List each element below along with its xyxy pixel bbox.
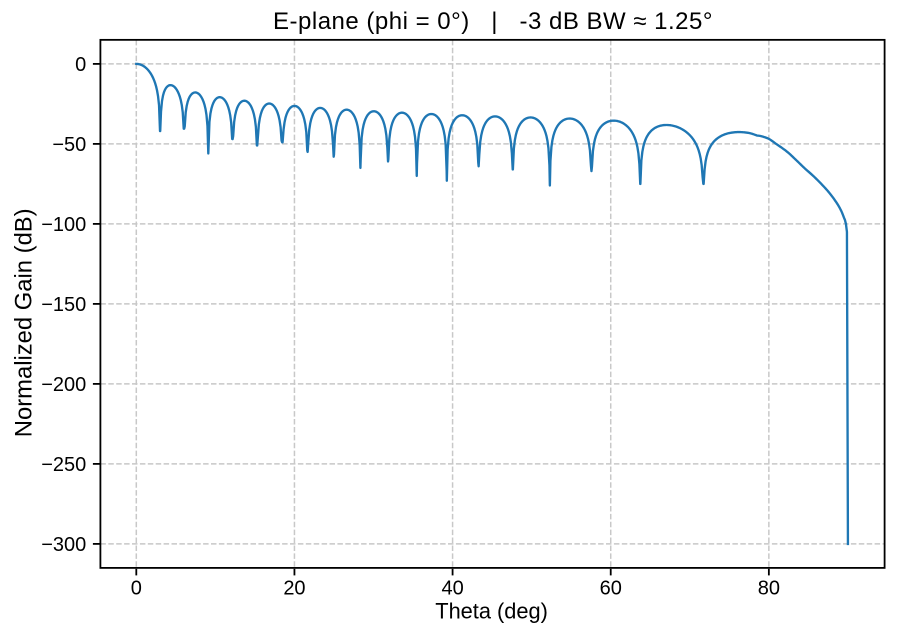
svg-text:E-plane (phi = 0°) | -3 dB: E-plane (phi = 0°) | -3 dB BW ≈ 1.25° (273, 8, 713, 35)
svg-text:20: 20 (283, 578, 305, 600)
svg-text:60: 60 (600, 578, 622, 600)
svg-text:−150: −150 (41, 294, 86, 316)
svg-text:40: 40 (441, 578, 463, 600)
svg-text:−50: −50 (52, 134, 86, 156)
svg-text:−100: −100 (41, 214, 86, 236)
svg-text:Theta (deg): Theta (deg) (435, 599, 548, 624)
svg-text:80: 80 (758, 578, 780, 600)
svg-text:0: 0 (75, 54, 86, 76)
svg-text:0: 0 (131, 578, 142, 600)
svg-text:−200: −200 (41, 374, 86, 396)
svg-text:−300: −300 (41, 534, 86, 556)
svg-text:−250: −250 (41, 454, 86, 476)
svg-text:Normalized Gain (dB): Normalized Gain (dB) (11, 208, 38, 437)
